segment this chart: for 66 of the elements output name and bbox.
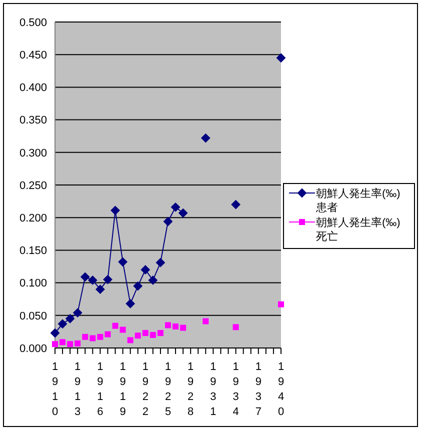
point <box>82 334 88 340</box>
point <box>97 334 104 340</box>
y-tick-label: 0.350 <box>19 114 47 127</box>
x-tick-label: 1922 <box>142 361 148 418</box>
y-tick-label: 0.200 <box>19 212 47 225</box>
point <box>142 330 148 336</box>
point <box>90 335 96 342</box>
point <box>126 299 135 308</box>
point <box>231 200 240 210</box>
point <box>157 330 164 336</box>
y-tick-label: 0.500 <box>19 16 47 29</box>
legend-label: 朝鮮人発生率(‰) 死亡 <box>316 216 400 244</box>
point <box>110 206 120 215</box>
legend-label: 朝鮮人発生率(‰) 患者 <box>316 187 400 215</box>
point <box>80 272 90 282</box>
y-tick-label: 0.400 <box>19 82 47 94</box>
x-tick-label: 1934 <box>232 361 239 418</box>
point <box>201 134 210 143</box>
x-tick-label: 1916 <box>97 361 104 418</box>
point <box>88 276 98 285</box>
x-tick-label: 1913 <box>74 361 81 418</box>
y-tick-label: 0.250 <box>19 180 47 192</box>
x-tick-label: 1940 <box>278 361 284 418</box>
point <box>104 331 111 338</box>
point <box>133 282 142 291</box>
point <box>164 217 172 226</box>
x-tick-label: 1910 <box>52 361 58 418</box>
point <box>127 337 134 344</box>
point <box>58 319 68 328</box>
point <box>67 341 74 348</box>
point <box>60 339 66 346</box>
point <box>148 276 158 285</box>
point <box>180 324 186 331</box>
point <box>202 318 209 324</box>
y-tick-label: 0.000 <box>19 342 47 355</box>
x-tick-label: 1931 <box>210 361 216 418</box>
point <box>52 341 58 348</box>
point <box>150 332 156 338</box>
point <box>96 284 105 294</box>
x-tick-label: 1925 <box>164 361 172 418</box>
point <box>50 328 60 338</box>
y-tick-label: 0.100 <box>19 278 47 290</box>
point <box>172 323 179 330</box>
point <box>118 257 128 266</box>
point <box>120 326 126 333</box>
y-tick-label: 0.050 <box>19 310 47 322</box>
point <box>165 322 171 328</box>
point <box>276 53 286 62</box>
point <box>103 275 112 284</box>
point <box>232 324 239 330</box>
point <box>74 340 81 346</box>
x-tick-label: 1937 <box>255 361 262 418</box>
y-tick-label: 0.450 <box>19 50 47 62</box>
point <box>73 308 82 318</box>
point <box>178 208 188 218</box>
point <box>66 314 75 324</box>
point <box>156 258 165 268</box>
point <box>134 332 141 339</box>
point <box>112 322 118 329</box>
point <box>140 265 150 274</box>
x-tick-label: 1928 <box>188 361 194 418</box>
y-tick-label: 0.300 <box>19 147 47 160</box>
point <box>278 301 284 308</box>
point <box>171 202 180 212</box>
y-tick-label: 0.150 <box>19 245 47 258</box>
x-tick-label: 1919 <box>120 361 126 418</box>
